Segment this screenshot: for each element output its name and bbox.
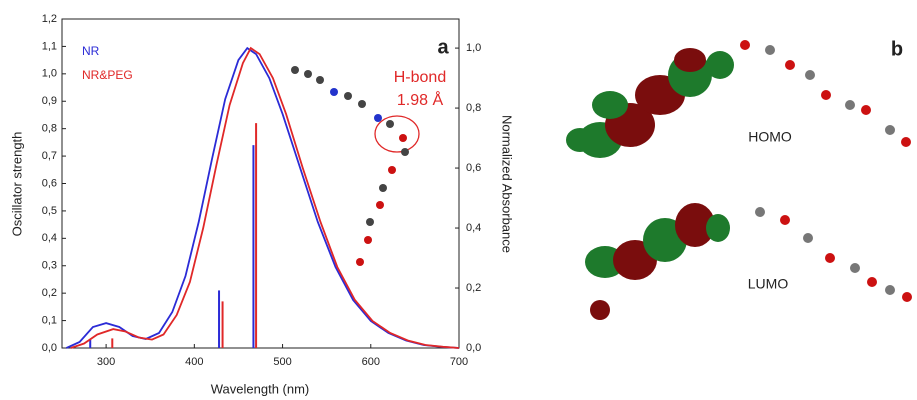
y-tick-label: 1,0 — [42, 68, 57, 80]
y-tick-label: 0,3 — [42, 260, 57, 272]
legend-entry: NR — [82, 44, 100, 58]
orbital-label: LUMO — [748, 276, 789, 292]
y-tick-label: 0,2 — [42, 287, 57, 299]
y-tick-label: 0,1 — [42, 314, 57, 326]
y-tick-label: 0,9 — [42, 95, 57, 107]
orbital-label: HOMO — [748, 129, 792, 145]
lumo-orbital — [585, 203, 912, 320]
y-tick-label: 0,4 — [42, 232, 57, 244]
y2-tick-label: 1,0 — [466, 42, 481, 54]
x-tick-label: 300 — [97, 356, 115, 368]
y-tick-label: 0,5 — [42, 205, 57, 217]
panel-label: b — [891, 38, 903, 60]
x-tick-label: 400 — [185, 356, 203, 368]
x-tick-label: 500 — [273, 356, 291, 368]
legend-entry: NR&PEG — [82, 68, 133, 82]
y-tick-label: 1,2 — [42, 13, 57, 25]
absorbance-line — [70, 46, 460, 349]
y2-tick-label: 0,6 — [466, 162, 481, 174]
y-tick-label: 0,6 — [42, 177, 57, 189]
y2-tick-label: 0,4 — [466, 222, 481, 234]
annotation: 1.98 Å — [397, 90, 444, 109]
y-tick-label: 1,1 — [42, 40, 57, 52]
annotation: H-bond — [394, 69, 446, 86]
y2-tick-label: 0,2 — [466, 282, 481, 294]
x-axis-title: Wavelength (nm) — [211, 381, 310, 396]
y-tick-label: 0,8 — [42, 123, 57, 135]
y-axis-title: Oscillator strength — [9, 132, 24, 237]
hbond-ring — [374, 115, 420, 153]
y2-tick-label: 0,0 — [466, 342, 481, 354]
homo-orbital — [566, 40, 911, 158]
y-tick-label: 0,0 — [42, 342, 57, 354]
panel-label: a — [437, 36, 449, 58]
x-tick-label: 700 — [450, 356, 468, 368]
y-tick-label: 0,7 — [42, 150, 57, 162]
x-tick-label: 600 — [362, 356, 380, 368]
y2-tick-label: 0,8 — [466, 102, 481, 114]
molecule — [291, 66, 409, 266]
y2-axis-title: Normalized Absorbance — [500, 115, 515, 253]
